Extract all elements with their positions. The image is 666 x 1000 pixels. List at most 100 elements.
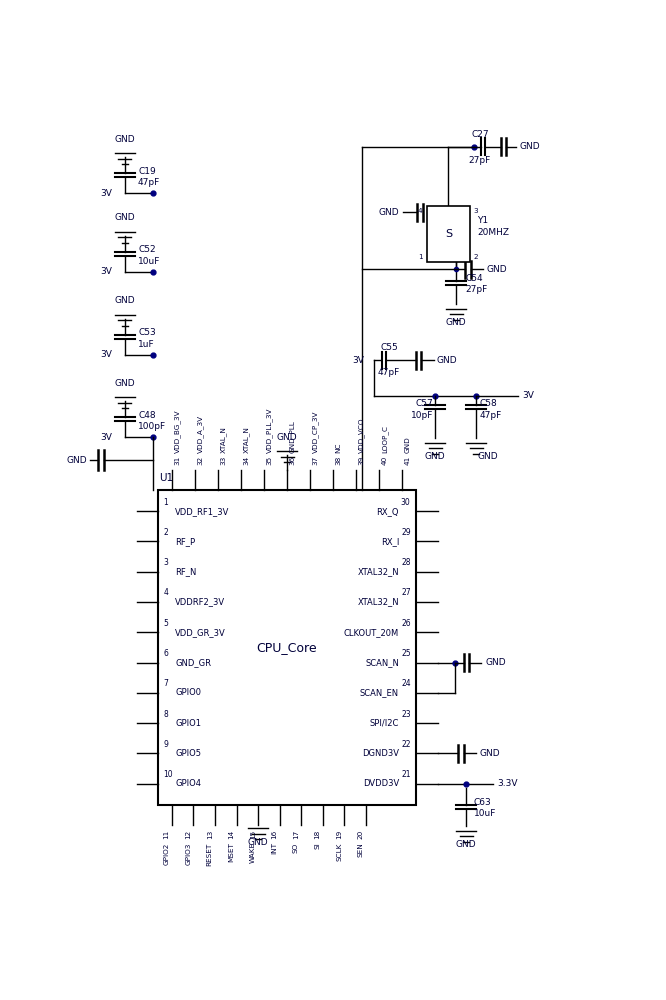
Text: 19: 19 [336, 830, 342, 839]
Text: GND: GND [277, 433, 297, 442]
Text: SO: SO [293, 842, 299, 853]
Text: 10pF: 10pF [412, 411, 434, 420]
Text: 1: 1 [418, 254, 422, 260]
Text: 20MHZ: 20MHZ [478, 228, 509, 237]
Text: XTAL_N: XTAL_N [220, 426, 227, 453]
Text: 16: 16 [272, 830, 278, 839]
Text: CPU_Core: CPU_Core [256, 641, 318, 654]
Text: GND: GND [115, 379, 135, 388]
Text: GND: GND [115, 213, 135, 222]
Text: GND: GND [479, 749, 500, 758]
Text: 13: 13 [206, 830, 212, 839]
Text: 4: 4 [163, 588, 168, 597]
Text: 7: 7 [163, 679, 168, 688]
Text: DVDD3V: DVDD3V [363, 779, 399, 788]
Text: SCAN_N: SCAN_N [365, 658, 399, 667]
Text: 36: 36 [289, 456, 295, 465]
Text: S: S [445, 229, 452, 239]
Text: GND: GND [67, 456, 87, 465]
Text: 20: 20 [358, 830, 364, 839]
Text: GND: GND [404, 436, 410, 453]
Text: 14: 14 [228, 830, 234, 839]
Text: GPIO0: GPIO0 [175, 688, 201, 697]
Text: 27: 27 [401, 588, 411, 597]
Text: RESET: RESET [206, 842, 212, 866]
Text: GPIO4: GPIO4 [175, 779, 201, 788]
Bar [427, 206, 470, 262]
Text: 15: 15 [250, 830, 256, 839]
Text: 3V: 3V [101, 267, 113, 276]
Text: 5: 5 [163, 619, 168, 628]
Text: 3V: 3V [101, 433, 113, 442]
Text: VDD_RF1_3V: VDD_RF1_3V [175, 507, 229, 516]
Text: C27: C27 [471, 130, 489, 139]
Text: GND: GND [446, 318, 466, 327]
Text: GND_PLL: GND_PLL [289, 420, 296, 453]
Text: 24: 24 [401, 679, 411, 688]
Text: WAKE: WAKE [250, 842, 256, 863]
Text: 27pF: 27pF [466, 285, 488, 294]
Text: 35: 35 [266, 456, 272, 465]
Text: 47pF: 47pF [138, 178, 161, 187]
Text: NC: NC [336, 442, 342, 453]
Text: INT: INT [272, 842, 278, 854]
Text: GND: GND [437, 356, 458, 365]
Text: 11: 11 [164, 830, 170, 839]
Text: 3V: 3V [352, 356, 364, 365]
Text: SPI/I2C: SPI/I2C [370, 719, 399, 728]
Text: 37: 37 [312, 456, 318, 465]
Text: 3V: 3V [101, 189, 113, 198]
Text: GND: GND [456, 840, 476, 849]
Text: 2: 2 [474, 254, 478, 260]
Text: GND: GND [115, 296, 135, 305]
Text: GND: GND [487, 265, 507, 274]
Text: GPIO3: GPIO3 [185, 842, 191, 865]
Text: GND_GR: GND_GR [175, 658, 211, 667]
Text: 32: 32 [197, 456, 203, 465]
Text: XTAL_N: XTAL_N [243, 426, 250, 453]
Text: LOOP_C: LOOP_C [382, 425, 388, 453]
Text: RX_Q: RX_Q [376, 507, 399, 516]
Text: C55: C55 [380, 343, 398, 352]
Text: 26: 26 [401, 619, 411, 628]
Text: XTAL32_N: XTAL32_N [358, 567, 399, 576]
Text: VDD_A_3V: VDD_A_3V [197, 415, 204, 453]
Text: RF_P: RF_P [175, 537, 195, 546]
Text: 3: 3 [474, 208, 478, 214]
Text: XTAL32_N: XTAL32_N [358, 598, 399, 607]
Text: GND: GND [379, 208, 400, 217]
Text: 31: 31 [174, 456, 180, 465]
Text: 27pF: 27pF [469, 156, 491, 165]
Text: C53: C53 [138, 328, 156, 337]
Text: 39: 39 [358, 456, 364, 465]
Text: VDD_BG_3V: VDD_BG_3V [174, 409, 181, 453]
Text: VDD_PLL_3V: VDD_PLL_3V [266, 407, 273, 453]
Text: 100pF: 100pF [138, 422, 166, 431]
Text: RF_N: RF_N [175, 567, 196, 576]
Text: VDD_GR_3V: VDD_GR_3V [175, 628, 226, 637]
Text: VDD_VCO: VDD_VCO [358, 417, 365, 453]
Text: 40: 40 [382, 456, 388, 465]
Text: 22: 22 [401, 740, 411, 749]
Text: 33: 33 [220, 456, 226, 465]
Text: SEN: SEN [358, 842, 364, 857]
Text: SCAN_EN: SCAN_EN [360, 688, 399, 697]
Text: 47pF: 47pF [480, 411, 502, 420]
Text: C54: C54 [466, 274, 483, 283]
Text: C63: C63 [474, 798, 492, 807]
Text: 28: 28 [401, 558, 411, 567]
Text: GND: GND [486, 658, 506, 667]
Text: GPIO5: GPIO5 [175, 749, 201, 758]
Text: C58: C58 [480, 399, 498, 408]
Text: C57: C57 [416, 399, 434, 408]
Text: 12: 12 [185, 830, 191, 839]
Text: 2: 2 [163, 528, 168, 537]
Text: 18: 18 [314, 830, 320, 839]
Text: 9: 9 [163, 740, 168, 749]
Text: GND: GND [425, 452, 446, 461]
Text: 21: 21 [401, 770, 411, 779]
Text: 17: 17 [293, 830, 299, 839]
Text: 29: 29 [401, 528, 411, 537]
Text: 3.3V: 3.3V [497, 779, 517, 788]
Text: GPIO2: GPIO2 [164, 842, 170, 865]
